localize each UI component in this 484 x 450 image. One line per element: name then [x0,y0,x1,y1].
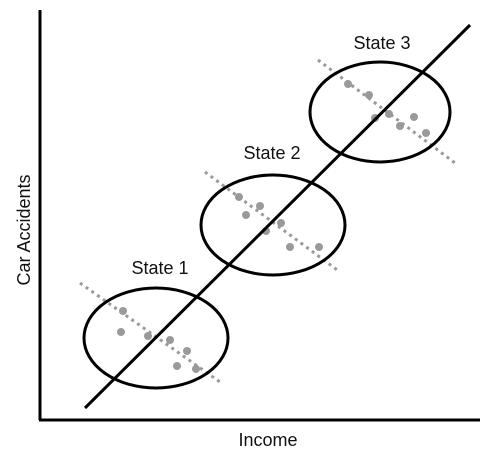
point [365,91,373,99]
point [422,129,430,137]
group-ellipse [199,173,347,277]
x-axis-label: Income [238,430,297,450]
group-label: State 1 [131,258,188,278]
points [117,80,430,373]
point [344,80,352,88]
point [183,347,191,355]
point [144,332,152,340]
group-label: State 2 [243,143,300,163]
point [277,219,285,227]
point [192,365,200,373]
point [396,122,404,130]
point [286,243,294,251]
point [242,211,250,219]
point [173,362,181,370]
group-ellipse [308,60,452,164]
point [410,113,418,121]
y-axis-label: Car Accidents [14,174,34,285]
overall-trend-line [83,23,472,410]
point [385,110,393,118]
point [117,328,125,336]
point [256,202,264,210]
point [235,193,243,201]
group-ellipse [82,286,230,390]
point [315,243,323,251]
group-trend-lines [79,58,456,384]
group-label: State 3 [353,33,410,53]
point [166,336,174,344]
point [119,307,127,315]
